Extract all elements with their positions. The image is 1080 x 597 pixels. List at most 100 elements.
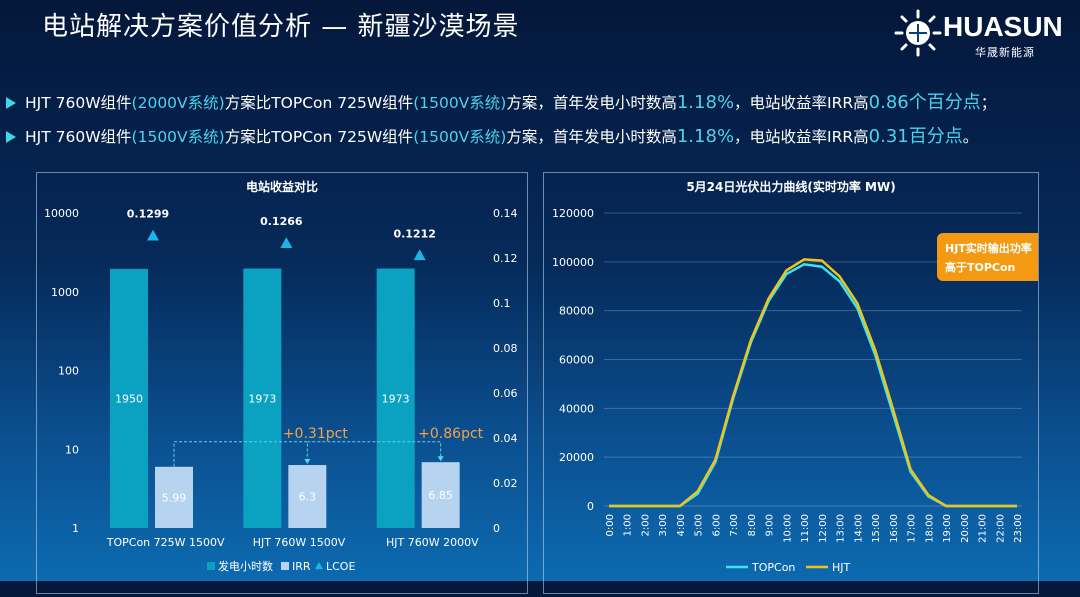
- x-axis-tick-label: 13:00: [836, 514, 847, 543]
- lcoe-label: 0.1266: [260, 215, 303, 228]
- hours-bar-label: 1973: [248, 392, 276, 405]
- irr-diff-connector: [307, 441, 442, 459]
- page-title: 电站解决方案价值分析 — 新疆沙漠场景: [42, 12, 520, 42]
- x-axis-tick-label: 4:00: [676, 514, 687, 536]
- bullet-text: 方案，首年发电小时数高: [506, 94, 677, 112]
- revenue-comparison-panel: 电站收益对比 1 10 100 1000 10000 0 0.02 0.04 0.06 0.08 0.…: [36, 172, 528, 594]
- x-axis-tick-label: 9:00: [765, 514, 776, 536]
- irr-bar: [421, 462, 460, 528]
- right-axis-tick-label: 0.02: [493, 477, 518, 490]
- hours-bar-label: 1950: [115, 392, 143, 405]
- x-axis-tick-label: 20:00: [960, 514, 971, 543]
- huasun-logo: HUASUN 华晟新能源: [893, 6, 1073, 61]
- callout-line-1: HJT实时输出功率: [945, 241, 1032, 255]
- hours-bar: [110, 268, 148, 528]
- irr-bar: [155, 466, 193, 528]
- x-axis-tick-label: 15:00: [871, 514, 882, 543]
- chart-title: 5月24日光伏出力曲线(实时功率 MW): [686, 179, 895, 194]
- legend-lcoe-marker: [315, 562, 323, 570]
- x-axis-tick-label: 8:00: [747, 514, 758, 536]
- x-axis-tick-label: 17:00: [907, 514, 918, 543]
- revenue-comparison-chart: 电站收益对比 1 10 100 1000 10000 0 0.02 0.04 0.06 0.08 0.…: [44, 179, 518, 573]
- x-axis-tick-label: 10:00: [782, 514, 793, 543]
- irr-bar: [288, 465, 327, 528]
- triangle-bullet-icon: [6, 97, 16, 109]
- x-axis-tick-label: 14:00: [853, 514, 864, 543]
- logo-subtitle: 华晟新能源: [975, 46, 1035, 59]
- hours-bar: [243, 268, 282, 528]
- x-axis-tick-label: 3:00: [658, 514, 669, 536]
- irr-bar-label: 6.3: [299, 491, 317, 504]
- hjt-line: [609, 258, 1017, 508]
- irr-bar-label: 6.85: [428, 489, 453, 502]
- legend-irr-swatch: [281, 562, 289, 570]
- lcoe-marker: [413, 249, 426, 261]
- left-axis-tick-label: 10000: [44, 207, 79, 220]
- lcoe-marker: [280, 237, 293, 248]
- right-axis-tick-label: 0.14: [493, 207, 518, 220]
- chart-title: 电站收益对比: [246, 179, 318, 194]
- x-axis-tick-label: 7:00: [729, 514, 740, 536]
- right-axis-tick-label: 0.06: [493, 387, 518, 400]
- irr-bar-label: 5.99: [162, 491, 187, 504]
- x-axis-tick-label: 0:00: [605, 514, 616, 536]
- triangle-bullet-icon: [6, 131, 16, 143]
- x-axis-category-label: HJT 760W 2000V: [386, 536, 479, 549]
- x-axis-tick-label: 5:00: [694, 514, 705, 536]
- bullet-text: ；: [980, 94, 997, 112]
- x-axis-tick-label: 12:00: [818, 514, 829, 543]
- bullet-highlight: 1.18%: [676, 92, 735, 113]
- bullet-highlight: 1.18%: [676, 126, 735, 147]
- left-axis-tick-label: 1: [72, 522, 79, 535]
- y-axis-tick-label: 40000: [559, 402, 594, 415]
- callout-box: [937, 233, 1050, 281]
- x-axis-tick-label: 1:00: [623, 514, 634, 536]
- irr-diff-annotation: +0.86pct: [418, 426, 483, 442]
- connector-arrowhead: [437, 456, 444, 462]
- left-axis-tick-label: 1000: [51, 286, 79, 299]
- connector-arrowhead: [304, 459, 311, 465]
- y-axis-tick-label: 20000: [559, 451, 594, 464]
- right-axis-tick-label: 0.08: [493, 342, 518, 355]
- bullet-highlight: (2000V系统): [131, 94, 225, 112]
- legend-lcoe-label: LCOE: [326, 560, 355, 573]
- sun-logo-icon: [894, 9, 942, 57]
- pv-output-chart: 5月24日光伏出力曲线(实时功率 MW) 0 20000 40000 60000 8000…: [552, 179, 1050, 574]
- lcoe-label: 0.1212: [393, 227, 435, 240]
- bullet-text: HJT 760W组件: [25, 128, 132, 146]
- bullet-highlight: 0.31百分点: [868, 126, 963, 147]
- bullet-text: 方案比TOPCon 725W组件: [224, 94, 414, 112]
- bullet-highlight: (1500V系统): [131, 128, 225, 146]
- callout-line-2: 高于TOPCon: [945, 260, 1015, 274]
- bullet-highlight: 0.86个百分点: [868, 92, 981, 113]
- legend-hours-label: 发电小时数: [218, 559, 273, 573]
- right-axis-tick-label: 0: [493, 522, 500, 535]
- bullet-text: 方案比TOPCon 725W组件: [224, 128, 414, 146]
- legend-irr-label: IRR: [292, 560, 311, 573]
- irr-diff-connector: [173, 441, 308, 467]
- legend-hours-swatch: [207, 562, 215, 570]
- x-axis-tick-label: 23:00: [1013, 514, 1024, 543]
- x-axis-tick-label: 16:00: [889, 514, 900, 543]
- x-axis-tick-label: 6:00: [711, 514, 722, 536]
- bullet-text: 。: [962, 128, 979, 146]
- bullet-text: ，电站收益率IRR高: [734, 94, 869, 112]
- left-axis-tick-label: 100: [58, 365, 79, 378]
- bullet-highlight: (1500V系统): [413, 128, 507, 146]
- lcoe-label: 0.1299: [127, 208, 169, 221]
- bullet-text: ，电站收益率IRR高: [734, 128, 869, 146]
- y-axis-tick-label: 60000: [559, 354, 594, 367]
- y-axis-tick-label: 100000: [552, 256, 594, 269]
- bullet-text: 方案，首年发电小时数高: [506, 128, 677, 146]
- right-axis-tick-label: 0.12: [493, 252, 518, 265]
- summary-bullet-2: HJT 760W组件(1500V系统)方案比TOPCon 725W组件(1500…: [6, 122, 978, 148]
- x-axis-tick-label: 22:00: [995, 514, 1006, 543]
- y-axis-tick-label: 120000: [552, 207, 594, 220]
- lcoe-marker: [147, 229, 159, 241]
- x-axis-category-label: TOPCon 725W 1500V: [106, 536, 225, 549]
- y-axis-tick-label: 80000: [559, 305, 594, 318]
- x-axis-tick-label: 2:00: [640, 514, 651, 536]
- hours-bar-label: 1973: [382, 392, 410, 405]
- y-axis-tick-label: 0: [587, 500, 594, 513]
- irr-diff-annotation: +0.31pct: [283, 426, 348, 442]
